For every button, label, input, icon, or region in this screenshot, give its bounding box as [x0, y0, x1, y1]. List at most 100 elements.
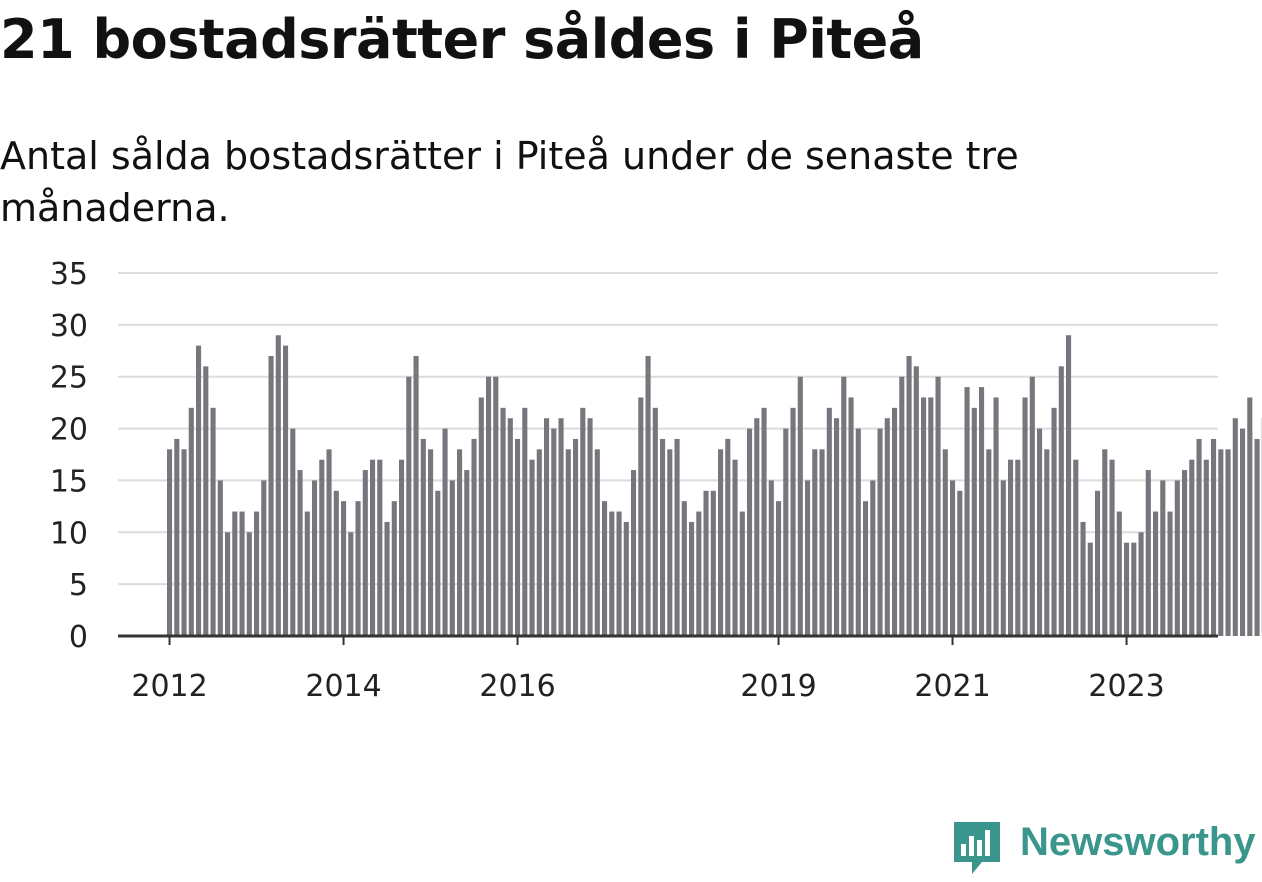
- bar: [392, 501, 397, 636]
- bar: [798, 377, 803, 636]
- bar: [740, 512, 745, 636]
- bar: [972, 408, 977, 636]
- bar: [718, 449, 723, 636]
- bar: [551, 429, 556, 636]
- bar: [943, 449, 948, 636]
- bar: [174, 439, 179, 636]
- x-tick-label: 2016: [479, 669, 555, 704]
- bar: [515, 439, 520, 636]
- bar: [841, 377, 846, 636]
- x-tick-label: 2014: [305, 669, 381, 704]
- bar: [298, 470, 303, 636]
- bar: [870, 480, 875, 636]
- bar-chart: 0510152025303521201220142016201920212023…: [0, 250, 1262, 710]
- bar: [1066, 335, 1071, 636]
- bar: [711, 491, 716, 636]
- bar: [733, 460, 738, 636]
- bar: [559, 418, 564, 636]
- x-tick-label: 2012: [131, 669, 207, 704]
- bar: [1001, 480, 1006, 636]
- bar: [1211, 439, 1216, 636]
- bar: [1189, 460, 1194, 636]
- bar: [725, 439, 730, 636]
- bar: [218, 480, 223, 636]
- chart-subtitle: Antal sålda bostadsrätter i Piteå under …: [0, 130, 1200, 234]
- bar: [566, 449, 571, 636]
- bar: [1139, 532, 1144, 636]
- bar: [232, 512, 237, 636]
- bar: [602, 501, 607, 636]
- bar: [1102, 449, 1107, 636]
- bar: [667, 449, 672, 636]
- bar: [182, 449, 187, 636]
- bar: [885, 418, 890, 636]
- bar: [530, 460, 535, 636]
- bar: [341, 501, 346, 636]
- bar: [921, 397, 926, 636]
- bar: [820, 449, 825, 636]
- bar: [261, 480, 266, 636]
- bar: [675, 439, 680, 636]
- bar: [1240, 429, 1245, 636]
- bar: [247, 532, 252, 636]
- bar: [1160, 480, 1165, 636]
- y-tick-label: 35: [50, 257, 88, 292]
- bar: [878, 429, 883, 636]
- bar: [1015, 460, 1020, 636]
- bar: [805, 480, 810, 636]
- bar: [377, 460, 382, 636]
- bar: [1218, 449, 1223, 636]
- bar: [464, 470, 469, 636]
- y-tick-label: 5: [69, 568, 88, 603]
- bar: [827, 408, 832, 636]
- bar: [305, 512, 310, 636]
- bar: [189, 408, 194, 636]
- bar: [472, 439, 477, 636]
- bar: [486, 377, 491, 636]
- bar: [1197, 439, 1202, 636]
- bar: [1146, 470, 1151, 636]
- bar: [1124, 543, 1129, 636]
- bar: [595, 449, 600, 636]
- bar: [327, 449, 332, 636]
- bar: [406, 377, 411, 636]
- bar: [1153, 512, 1158, 636]
- bar: [544, 418, 549, 636]
- bar: [986, 449, 991, 636]
- bar: [928, 397, 933, 636]
- bar: [580, 408, 585, 636]
- bar: [1117, 512, 1122, 636]
- bar: [834, 418, 839, 636]
- y-tick-label: 10: [50, 516, 88, 551]
- bar: [950, 480, 955, 636]
- bar: [762, 408, 767, 636]
- y-tick-label: 15: [50, 464, 88, 499]
- bar: [1088, 543, 1093, 636]
- chart-title: 21 bostadsrätter såldes i Piteå: [0, 8, 924, 71]
- bar: [588, 418, 593, 636]
- bar: [537, 449, 542, 636]
- bar: [493, 377, 498, 636]
- bar: [479, 397, 484, 636]
- bar: [631, 470, 636, 636]
- bar: [1008, 460, 1013, 636]
- bar: [696, 512, 701, 636]
- bar: [965, 387, 970, 636]
- y-tick-label: 25: [50, 361, 88, 396]
- bar: [167, 449, 172, 636]
- bar: [399, 460, 404, 636]
- bar: [573, 439, 578, 636]
- bar: [1226, 449, 1231, 636]
- brand-name: Newsworthy: [1020, 820, 1256, 865]
- bar: [1131, 543, 1136, 636]
- bar: [936, 377, 941, 636]
- bar: [508, 418, 513, 636]
- bar: [1247, 397, 1252, 636]
- bar: [704, 491, 709, 636]
- bar: [421, 439, 426, 636]
- bar: [319, 460, 324, 636]
- bar: [1175, 480, 1180, 636]
- bar: [356, 501, 361, 636]
- bar: [450, 480, 455, 636]
- bar: [196, 346, 201, 636]
